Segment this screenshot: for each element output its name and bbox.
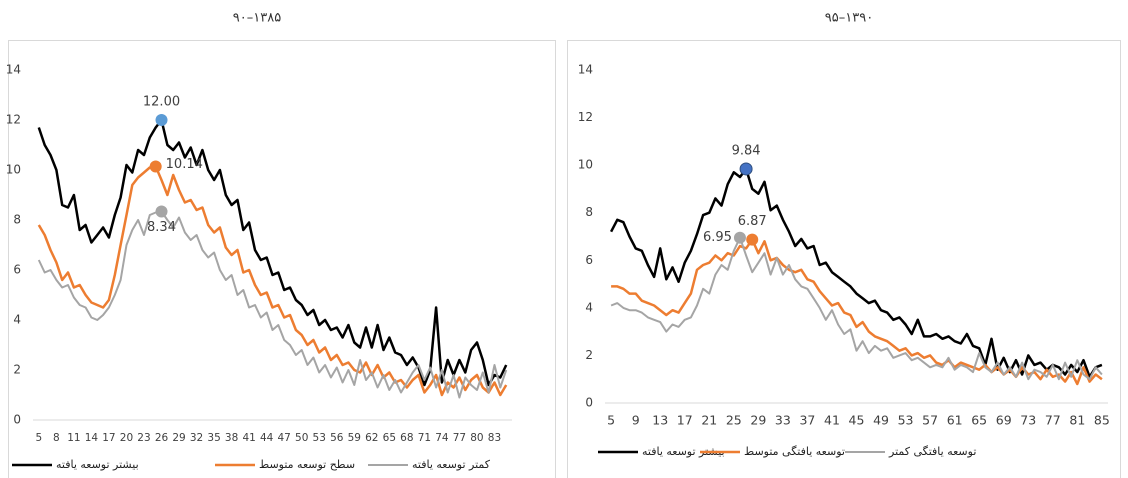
- x-tick-label: 35: [207, 432, 220, 444]
- x-tick-label: 26: [155, 432, 169, 444]
- x-tick-label: 50: [295, 432, 308, 444]
- x-tick-label: 17: [677, 413, 693, 428]
- y-tick-label: 2: [13, 363, 21, 377]
- y-tick-label: 14: [578, 63, 593, 77]
- y-tick-label: 10: [578, 158, 593, 172]
- series-line: [611, 238, 1103, 386]
- y-tick-label: 12: [578, 110, 593, 124]
- x-tick-label: 57: [922, 413, 938, 428]
- peak-marker: [733, 231, 746, 244]
- x-tick-label: 49: [873, 413, 889, 428]
- series-line: [610, 236, 1103, 381]
- y-tick-label: 0: [585, 396, 593, 410]
- x-tick-label: 41: [824, 413, 840, 428]
- x-tick-label: 68: [400, 432, 413, 444]
- x-tick-label: 61: [947, 413, 963, 428]
- x-tick-label: 32: [190, 432, 203, 444]
- x-tick-label: 9: [632, 413, 640, 428]
- legend-label: سطح توسعه متوسط: [259, 458, 355, 471]
- legend-label: کمتر توسعه یافته: [412, 458, 491, 471]
- x-tick-label: 8: [53, 432, 60, 444]
- x-tick-label: 38: [225, 432, 238, 444]
- y-tick-label: 8: [585, 205, 593, 219]
- legend-label: بیشتر توسعه یافته: [56, 458, 139, 471]
- x-tick-label: 33: [775, 413, 791, 428]
- series-line: [37, 118, 508, 387]
- x-tick-label: 37: [799, 413, 815, 428]
- y-tick-label: 14: [6, 63, 21, 77]
- x-tick-label: 56: [330, 432, 344, 444]
- peak-marker: [149, 160, 162, 173]
- x-tick-label: 71: [418, 432, 431, 444]
- y-tick-label: 0: [13, 413, 21, 427]
- x-tick-label: 65: [971, 413, 987, 428]
- x-tick-label: 81: [1069, 413, 1085, 428]
- x-tick-label: 65: [383, 432, 396, 444]
- data-label: 6.87: [738, 214, 767, 229]
- series-line: [37, 210, 508, 399]
- right-frame: [567, 40, 1121, 478]
- series-line: [609, 167, 1103, 379]
- data-label: 9.84: [732, 143, 761, 158]
- data-label: 6.95: [703, 230, 732, 245]
- data-label: 8.34: [147, 220, 176, 235]
- x-tick-label: 53: [313, 432, 326, 444]
- x-tick-label: 83: [488, 432, 501, 444]
- x-tick-label: 21: [701, 413, 717, 428]
- x-tick-label: 29: [172, 432, 185, 444]
- legend-label: توسعه یافتگی کمتر: [888, 445, 976, 458]
- peak-marker: [746, 233, 759, 246]
- x-tick-label: 80: [470, 432, 483, 444]
- x-tick-label: 20: [120, 432, 133, 444]
- legend-label: بیشتر توسعه یافته: [642, 445, 725, 458]
- peak-marker: [155, 114, 168, 126]
- y-tick-label: 12: [6, 113, 21, 127]
- x-tick-label: 5: [607, 413, 615, 428]
- x-tick-label: 23: [137, 432, 150, 444]
- x-tick-label: 53: [898, 413, 914, 428]
- chart-title: ۹۵–۱۳۹۰: [825, 11, 873, 26]
- x-tick-label: 41: [242, 432, 255, 444]
- series-line: [37, 165, 508, 397]
- x-tick-label: 69: [996, 413, 1012, 428]
- x-tick-label: 77: [1045, 413, 1061, 428]
- x-tick-label: 85: [1094, 413, 1110, 428]
- data-label: 12.00: [143, 95, 180, 110]
- legend-label: توسعه یافتگی متوسط: [744, 445, 845, 458]
- y-tick-label: 6: [13, 263, 21, 277]
- x-tick-label: 5: [35, 432, 42, 444]
- x-tick-label: 14: [85, 432, 99, 444]
- x-tick-label: 59: [348, 432, 361, 444]
- y-tick-label: 2: [585, 348, 593, 362]
- y-tick-label: 8: [13, 213, 21, 227]
- x-tick-label: 73: [1020, 413, 1036, 428]
- x-tick-label: 74: [435, 432, 449, 444]
- left-frame: [8, 40, 556, 478]
- y-tick-label: 6: [585, 253, 593, 267]
- x-tick-label: 44: [260, 432, 274, 444]
- x-tick-label: 47: [277, 432, 290, 444]
- y-tick-label: 4: [585, 300, 593, 314]
- y-tick-label: 4: [13, 313, 21, 327]
- y-tick-label: 10: [6, 163, 21, 177]
- x-tick-label: 11: [67, 432, 80, 444]
- x-tick-label: 13: [652, 413, 668, 428]
- x-tick-label: 17: [102, 432, 115, 444]
- peak-marker: [155, 205, 168, 218]
- x-tick-label: 77: [453, 432, 466, 444]
- x-tick-label: 45: [849, 413, 865, 428]
- x-tick-label: 25: [726, 413, 742, 428]
- chart-title: ۹۰–۱۳۸۵: [233, 11, 281, 26]
- data-label: 10.14: [166, 157, 203, 172]
- x-tick-label: 29: [750, 413, 766, 428]
- peak-marker: [739, 162, 753, 176]
- x-tick-label: 62: [365, 432, 378, 444]
